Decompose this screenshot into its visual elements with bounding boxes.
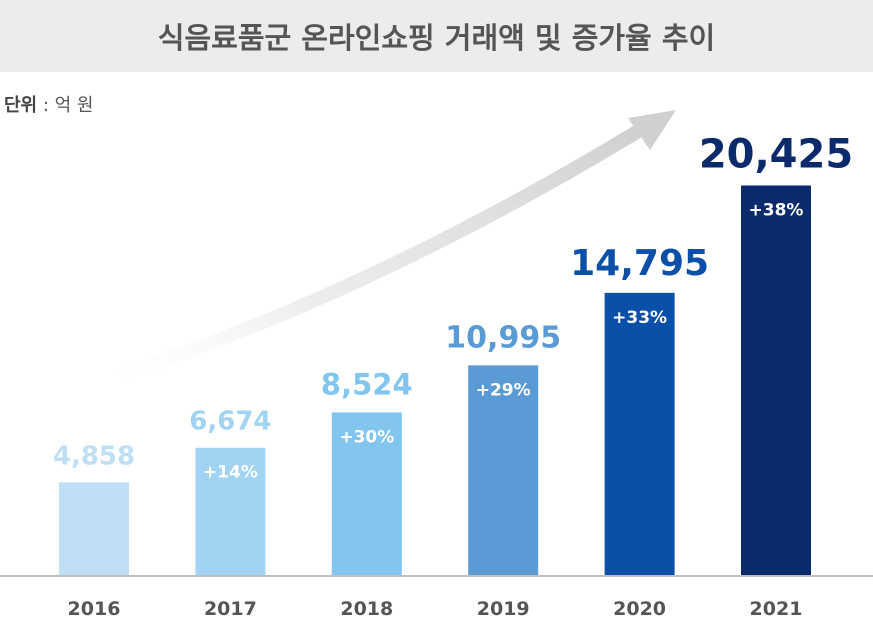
- bar-2020: [604, 292, 675, 575]
- bar-2017: [195, 447, 266, 575]
- growth-label-2018: +30%: [339, 427, 394, 447]
- bar-2021: [741, 185, 811, 576]
- value-label-2017: 6,674: [189, 407, 271, 437]
- title-bar: 식음료품군 온라인쇼핑 거래액 및 증가율 추이: [0, 0, 873, 72]
- value-label-2021: 20,425: [699, 131, 853, 177]
- bar-2018: [331, 412, 402, 575]
- year-label-2018: 2018: [340, 598, 393, 620]
- year-label-2021: 2021: [750, 598, 803, 620]
- unit-label: 단위 : 억 원: [4, 91, 93, 117]
- trend-arrow-curve: [83, 123, 647, 392]
- unit-key: 단위: [4, 95, 38, 116]
- growth-label-2021: +38%: [749, 200, 804, 220]
- growth-label-2019: +29%: [476, 380, 531, 400]
- value-label-2018: 8,524: [321, 367, 413, 401]
- growth-label-2020: +33%: [612, 308, 667, 328]
- unit-separator: :: [37, 95, 55, 116]
- value-label-2019: 10,995: [445, 320, 561, 355]
- trend-arrow-head: [628, 110, 676, 150]
- year-label-2016: 2016: [68, 598, 121, 620]
- year-label-2019: 2019: [477, 598, 530, 620]
- year-label-2017: 2017: [204, 598, 257, 620]
- bar-2016: [59, 482, 129, 575]
- year-label-2020: 2020: [613, 598, 666, 620]
- unit-value: 억 원: [54, 95, 94, 116]
- value-label-2020: 14,795: [570, 243, 709, 284]
- value-label-2016: 4,858: [53, 441, 135, 471]
- growth-label-2017: +14%: [203, 463, 258, 483]
- chart-title: 식음료품군 온라인쇼핑 거래액 및 증가율 추이: [157, 21, 716, 55]
- bar-2019: [468, 365, 539, 575]
